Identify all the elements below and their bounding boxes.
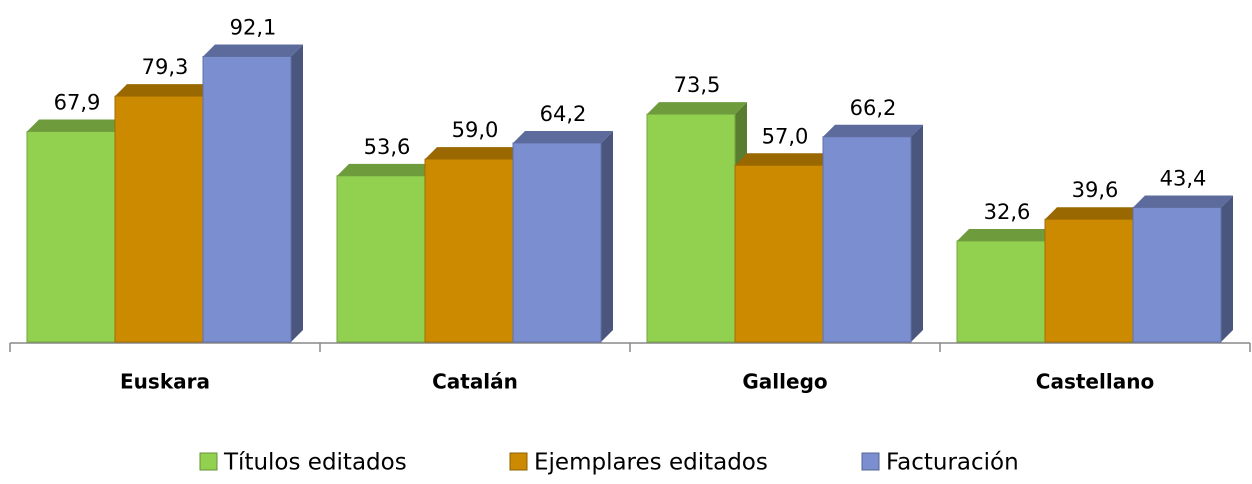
x-tick-label: Gallego bbox=[742, 370, 827, 394]
bar-top bbox=[513, 130, 613, 143]
bar-top bbox=[425, 147, 525, 160]
data-label: 57,0 bbox=[762, 124, 809, 148]
bar-top bbox=[27, 119, 127, 132]
data-label: 73,5 bbox=[674, 73, 721, 97]
bar bbox=[512, 142, 602, 343]
bar bbox=[424, 158, 514, 343]
legend-label: Ejemplares editados bbox=[534, 450, 768, 476]
bar-top bbox=[647, 102, 747, 115]
legend-swatch bbox=[861, 452, 880, 471]
bar-side bbox=[601, 130, 613, 342]
bar-top bbox=[957, 228, 1057, 241]
legend-swatch bbox=[199, 452, 218, 471]
data-label: 79,3 bbox=[142, 55, 189, 79]
bar-top bbox=[337, 163, 437, 176]
bar-top bbox=[1045, 207, 1145, 220]
x-tick-label: Catalán bbox=[432, 370, 518, 394]
x-tick-label: Euskara bbox=[120, 370, 210, 394]
bar-top bbox=[735, 153, 835, 166]
bar-top bbox=[1133, 195, 1233, 208]
bar bbox=[734, 164, 824, 343]
x-tick-label: Castellano bbox=[1036, 370, 1154, 394]
bar bbox=[114, 95, 204, 343]
bar-side bbox=[291, 44, 303, 343]
bar bbox=[646, 113, 736, 343]
data-label: 92,1 bbox=[230, 15, 277, 39]
data-label: 32,6 bbox=[984, 200, 1031, 224]
legend-label: Títulos editados bbox=[223, 450, 407, 476]
data-label: 59,0 bbox=[452, 118, 499, 142]
bar bbox=[1044, 218, 1134, 343]
bar-top bbox=[823, 124, 923, 137]
bar bbox=[26, 131, 116, 343]
data-label: 64,2 bbox=[540, 102, 587, 126]
data-label: 53,6 bbox=[364, 135, 411, 159]
bar-side bbox=[1221, 195, 1233, 342]
bar-side bbox=[911, 124, 923, 342]
data-label: 39,6 bbox=[1072, 178, 1119, 202]
legend-swatch bbox=[509, 452, 528, 471]
bar bbox=[336, 175, 426, 343]
bar bbox=[202, 55, 292, 343]
bar-top bbox=[203, 44, 303, 57]
bar bbox=[956, 240, 1046, 343]
bar bbox=[1132, 206, 1222, 343]
legend-label: Facturación bbox=[886, 450, 1019, 476]
data-label: 43,4 bbox=[1160, 166, 1207, 190]
bar bbox=[822, 136, 912, 343]
data-label: 67,9 bbox=[54, 91, 101, 115]
bar-top bbox=[115, 84, 215, 97]
data-label: 66,2 bbox=[850, 96, 897, 120]
